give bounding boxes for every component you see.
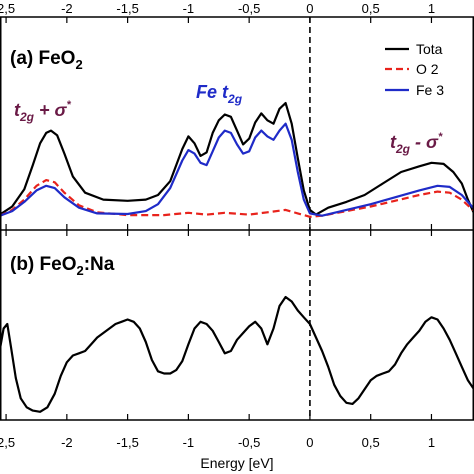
x-tick-label-top: -0,5 <box>238 1 260 16</box>
x-tick-label-top: -1 <box>183 1 195 16</box>
x-tick-label-top: 0,5 <box>362 1 380 16</box>
x-tick-label-bottom: -2 <box>61 435 73 450</box>
x-tick-label-bottom: 0,5 <box>362 435 380 450</box>
x-tick-label-top: 2,5 <box>0 1 15 16</box>
fe-3d-dos-line <box>0 122 474 217</box>
x-tick-label-top: -1,5 <box>116 1 138 16</box>
x-tick-label-bottom: -1 <box>183 435 195 450</box>
panel-b-feo2-na: (b) FeO2:Na <box>0 230 474 420</box>
t2g-plus-sigma-annotation: t2g + σ* <box>14 99 71 124</box>
fe-t2g-annotation: Fe t2g <box>196 82 243 106</box>
x-tick-label-top: 1 <box>428 1 435 16</box>
o-2p-dos-line <box>0 179 474 218</box>
x-axis-label: Energy [eV] <box>200 455 273 471</box>
panel-b-label: (b) FeO2:Na <box>10 254 115 278</box>
x-tick-label-top: -2 <box>61 1 73 16</box>
legend-label: Fe 3 <box>416 82 444 98</box>
x-tick-label-bottom: 2,5 <box>0 435 15 450</box>
legend-entry-o-2p: O 2 <box>385 61 439 77</box>
feo2-na-total-dos-line <box>0 295 474 413</box>
legend-label: Tota <box>416 41 443 57</box>
x-tick-label-bottom: -1,5 <box>116 435 138 450</box>
legend-label: O 2 <box>416 61 439 77</box>
t2g-minus-sigma-annotation: t2g - σ* <box>390 131 443 156</box>
x-tick-label-bottom: 1 <box>428 435 435 450</box>
x-tick-label-bottom: -0,5 <box>238 435 260 450</box>
panel-a-label: (a) FeO2 <box>10 48 83 72</box>
panel-a-feo2: (a) FeO2 t2g + σ* Fe t2g t2g - σ* Tota O 2 Fe … <box>0 17 474 230</box>
legend-entry-fe-3d: Fe 3 <box>385 82 444 98</box>
x-tick-label-bottom: 0 <box>306 435 313 450</box>
total-dos-line <box>0 101 474 216</box>
x-tick-label-top: 0 <box>306 1 313 16</box>
legend-entry-total: Tota <box>385 41 443 57</box>
